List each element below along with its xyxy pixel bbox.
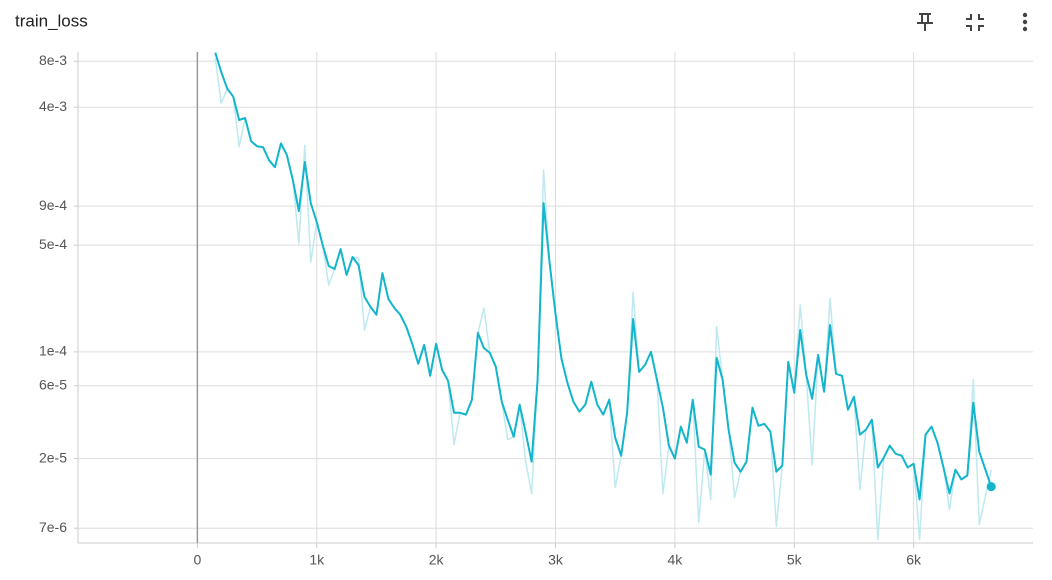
data-line [214, 58, 992, 541]
x-tick-label: 1k [309, 552, 325, 568]
x-tick-label: 5k [787, 552, 803, 568]
y-tick-label: 9e-4 [39, 197, 67, 213]
y-tick-label: 1e-4 [39, 343, 67, 359]
x-tick-label: 4k [667, 552, 683, 568]
x-tick-label: 6k [906, 552, 922, 568]
y-tick-label: 6e-5 [39, 376, 67, 392]
last-point [986, 482, 996, 492]
data-line [214, 52, 993, 501]
y-tick-label: 4e-3 [39, 98, 67, 114]
pin-button[interactable] [917, 13, 933, 31]
y-tick-label: 5e-4 [39, 236, 67, 252]
collapse-button[interactable] [966, 14, 984, 31]
x-tick-label: 2k [429, 552, 445, 568]
x-tick-label: 3k [548, 552, 564, 568]
y-tick-label: 2e-5 [39, 449, 67, 465]
y-tick-label: 8e-3 [39, 52, 67, 68]
y-tick-label: 7e-6 [39, 519, 67, 535]
more-button[interactable] [1022, 12, 1028, 32]
x-tick-label: 0 [193, 552, 201, 568]
plot-area [214, 52, 993, 541]
chart-title: train_loss [15, 11, 88, 30]
